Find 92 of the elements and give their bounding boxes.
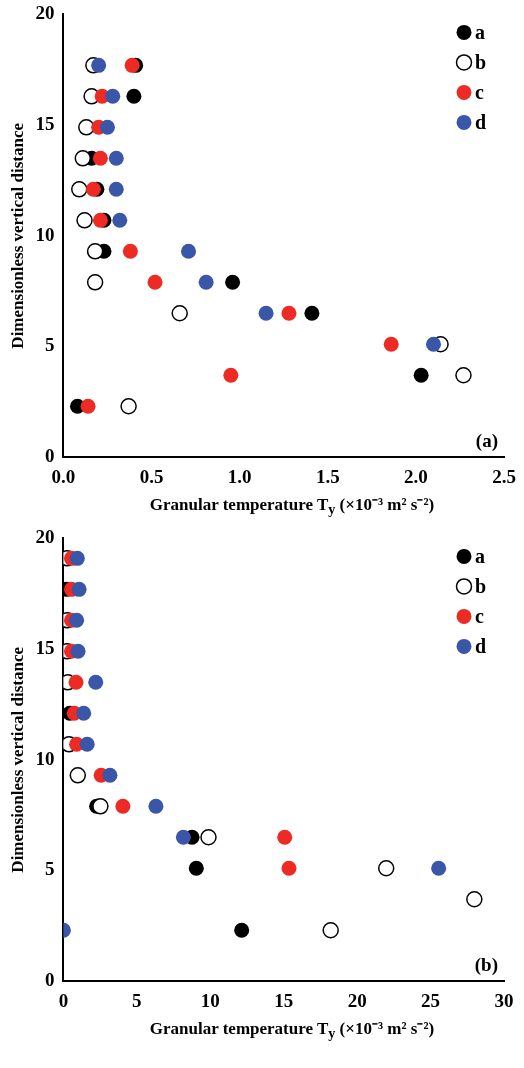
x-tick-label: 0.5	[139, 465, 164, 487]
point	[377, 860, 395, 877]
y-tick-label: 10	[35, 223, 55, 245]
y-tick-label: 15	[35, 113, 55, 135]
y-tick-label: 15	[35, 637, 55, 659]
point	[76, 212, 93, 229]
point	[281, 861, 297, 877]
point	[413, 367, 429, 383]
point	[281, 305, 297, 321]
point	[102, 768, 118, 784]
point	[71, 582, 87, 598]
point	[225, 274, 241, 290]
point	[258, 305, 274, 321]
legend-label: a	[475, 544, 485, 567]
point	[69, 551, 85, 567]
x-axis-title: Granular temperature T$_{y}$ (×10⁻³ m² s⁻²)	[148, 1018, 436, 1043]
y-tick-label: 5	[44, 858, 55, 880]
x-axis-title: Granular temperature T$_{y}$ (×10⁻³ m² s⁻²)	[148, 494, 436, 519]
legend-label: b	[475, 50, 487, 73]
point	[198, 274, 214, 290]
x-tick-label: 0	[58, 989, 69, 1011]
point	[92, 150, 108, 166]
point	[92, 798, 109, 815]
point	[148, 799, 164, 815]
x-tick-label: 2.5	[492, 465, 516, 487]
point	[200, 829, 217, 846]
point	[70, 644, 86, 660]
point	[120, 398, 137, 415]
y-axis-title: Dimensionless vertical distance	[7, 646, 27, 874]
point	[79, 737, 95, 753]
y-tick-label: 20	[35, 2, 55, 24]
point	[455, 367, 472, 384]
point	[322, 922, 339, 939]
point	[80, 398, 96, 414]
point	[181, 243, 197, 259]
x-tick-label: 0.0	[51, 465, 76, 487]
point	[188, 861, 204, 877]
y-tick-label: 0	[44, 969, 55, 991]
point	[277, 830, 293, 846]
x-tick-label: 5	[132, 989, 142, 1011]
point	[223, 367, 239, 383]
legend-label: c	[475, 80, 484, 103]
point	[466, 891, 483, 908]
y-tick-label: 0	[44, 445, 55, 467]
point	[92, 212, 108, 228]
legend-label: d	[475, 634, 487, 657]
point	[124, 57, 140, 73]
point	[74, 150, 92, 167]
point	[99, 119, 115, 135]
point	[304, 305, 320, 321]
point	[112, 212, 128, 228]
point	[76, 706, 92, 722]
point	[171, 305, 188, 322]
point	[115, 799, 131, 815]
point	[86, 274, 104, 291]
x-tick-label: 20	[347, 989, 367, 1011]
point	[71, 181, 88, 198]
point	[69, 613, 85, 629]
point	[105, 88, 121, 104]
point	[426, 336, 441, 352]
point	[234, 923, 250, 939]
x-tick-label: 30	[494, 989, 514, 1011]
annotation: (b)	[474, 954, 498, 976]
point	[147, 274, 163, 290]
y-tick-label: 20	[35, 526, 55, 548]
x-tick-label: 1.0	[227, 465, 252, 487]
point	[383, 336, 399, 352]
x-tick-label: 1.5	[315, 465, 340, 487]
x-tick-label: 2.0	[404, 465, 428, 487]
point	[91, 57, 107, 73]
point	[108, 181, 124, 197]
legend-label: d	[475, 110, 487, 133]
point	[69, 767, 87, 784]
point	[68, 675, 84, 691]
point	[126, 88, 142, 104]
point	[86, 243, 104, 260]
legend-label: b	[475, 574, 487, 597]
y-tick-label: 5	[44, 334, 55, 356]
y-tick-label: 10	[35, 748, 55, 770]
point	[108, 150, 124, 166]
legend-label: c	[475, 604, 484, 627]
point	[85, 181, 101, 197]
point	[88, 675, 104, 691]
x-tick-label: 25	[421, 989, 441, 1011]
point	[122, 243, 138, 259]
x-tick-label: 15	[274, 989, 294, 1011]
x-tick-label: 10	[200, 989, 220, 1011]
y-axis-title: Dimensionless vertical distance	[7, 122, 27, 349]
point	[175, 830, 191, 846]
annotation: (a)	[475, 429, 498, 452]
legend-label: a	[475, 20, 485, 43]
point	[431, 861, 447, 877]
